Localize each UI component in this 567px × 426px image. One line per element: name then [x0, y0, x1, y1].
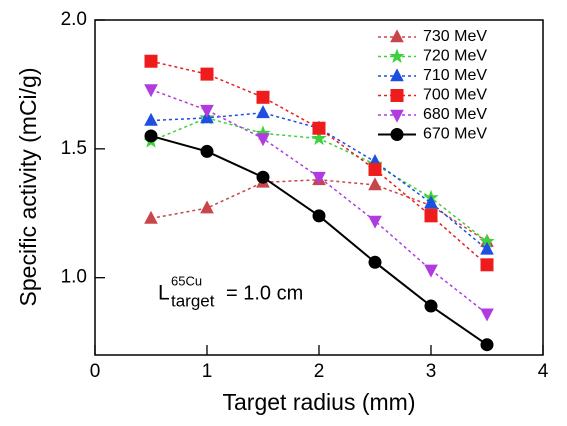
marker	[200, 200, 214, 214]
legend-label: 710 MeV	[423, 67, 487, 84]
legend-label: 720 MeV	[423, 48, 487, 65]
x-tick-label: 3	[426, 361, 437, 382]
marker	[144, 129, 158, 143]
marker	[368, 162, 382, 176]
legend-marker	[390, 68, 404, 82]
marker	[256, 105, 270, 119]
x-tick-label: 4	[538, 361, 549, 382]
marker	[480, 258, 494, 272]
marker	[144, 210, 158, 224]
legend-label: 670 MeV	[423, 126, 487, 143]
marker	[312, 209, 326, 223]
marker	[200, 67, 214, 81]
legend-marker	[390, 89, 404, 102]
legend-label: 730 MeV	[423, 28, 487, 45]
marker	[311, 130, 327, 146]
y-tick-label: 1.0	[61, 267, 87, 288]
y-tick-label: 1.5	[61, 138, 87, 159]
marker	[256, 90, 270, 104]
marker	[368, 177, 382, 191]
marker	[424, 264, 438, 278]
marker	[144, 84, 158, 98]
marker	[424, 299, 438, 313]
x-tick-label: 1	[202, 361, 213, 382]
marker	[424, 209, 438, 223]
annotation-superscript: 65Cu	[171, 273, 202, 288]
marker	[200, 104, 214, 118]
marker	[312, 171, 326, 185]
marker	[480, 241, 494, 255]
marker	[200, 144, 214, 158]
legend-marker	[389, 48, 405, 64]
marker	[480, 308, 494, 322]
x-tick-label: 2	[314, 361, 325, 382]
marker	[368, 215, 382, 229]
annotation-subscript: target	[171, 291, 215, 310]
annotation: L 65Cu target = 1.0 cm	[158, 273, 303, 310]
x-tick-label: 0	[90, 361, 101, 382]
marker	[256, 133, 270, 147]
legend-label: 680 MeV	[423, 106, 487, 123]
legend-label: 700 MeV	[423, 87, 487, 104]
marker	[312, 121, 326, 135]
legend-marker	[390, 109, 404, 123]
series-line	[150, 134, 488, 346]
y-tick-label: 2.0	[61, 9, 87, 30]
legend-marker	[390, 128, 404, 141]
annotation-symbol: L	[158, 282, 170, 305]
marker	[144, 54, 158, 68]
y-axis-label: Specific activity (mCi/g)	[15, 68, 41, 307]
marker	[424, 195, 438, 209]
x-axis-label: Target radius (mm)	[223, 389, 416, 415]
annotation-text: = 1.0 cm	[226, 282, 303, 304]
legend-marker	[390, 29, 404, 43]
marker	[144, 112, 158, 126]
marker	[480, 338, 494, 352]
marker	[256, 170, 270, 184]
marker	[368, 255, 382, 269]
